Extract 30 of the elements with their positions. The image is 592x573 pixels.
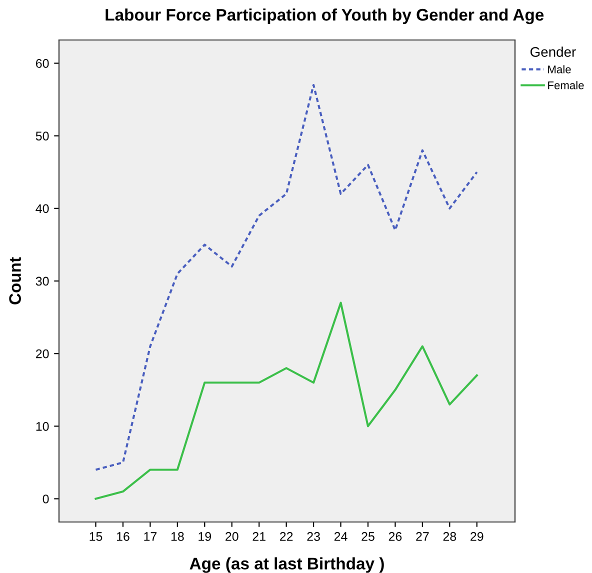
y-tick-label: 40: [36, 204, 49, 214]
x-tick-label: 24: [334, 532, 348, 541]
line-series: [94, 84, 478, 471]
legend-label: Female: [548, 81, 584, 90]
x-tick-label: 20: [226, 532, 238, 541]
legend-label: Male: [548, 65, 571, 74]
y-tick-label: 10: [36, 422, 49, 431]
y-tick-label: 30: [36, 276, 49, 286]
x-tick-label: 15: [90, 532, 102, 541]
y-tick-label: 20: [36, 349, 49, 358]
chart-title: Labour Force Participation of Youth by Gender and Age: [106, 8, 544, 24]
x-tick-label: 26: [388, 532, 402, 541]
x-tick-label: 28: [443, 532, 456, 541]
x-tick-label: 18: [171, 532, 184, 541]
y-tick-label: 0: [42, 494, 49, 504]
x-tick-label: 25: [362, 532, 374, 541]
y-tick-label: 60: [36, 59, 49, 68]
x-tick-label: 23: [307, 532, 320, 541]
x-tick-label: 19: [198, 532, 212, 541]
x-tick-label: 29: [470, 532, 484, 541]
y-tick-label: 50: [36, 132, 49, 140]
line-series: [94, 302, 478, 500]
x-tick-label: 16: [116, 532, 130, 541]
x-axis-title: Age (as at last Birthday ): [190, 557, 384, 573]
x-tick-label: 27: [416, 532, 429, 541]
y-axis-title: Count: [9, 257, 21, 304]
x-tick-label: 21: [252, 532, 266, 541]
x-tick-label: 22: [280, 532, 293, 541]
x-tick-label: 17: [144, 532, 157, 541]
legend-title: Gender: [530, 46, 576, 57]
